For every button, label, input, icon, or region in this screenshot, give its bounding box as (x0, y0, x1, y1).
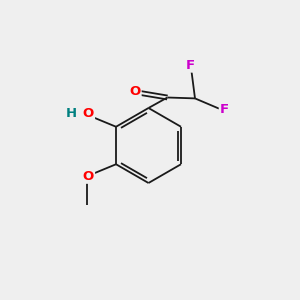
Text: H: H (66, 107, 77, 120)
Text: F: F (185, 58, 194, 72)
Text: F: F (220, 103, 229, 116)
Text: O: O (129, 85, 141, 98)
Text: O: O (83, 170, 94, 183)
Text: O: O (83, 107, 94, 120)
